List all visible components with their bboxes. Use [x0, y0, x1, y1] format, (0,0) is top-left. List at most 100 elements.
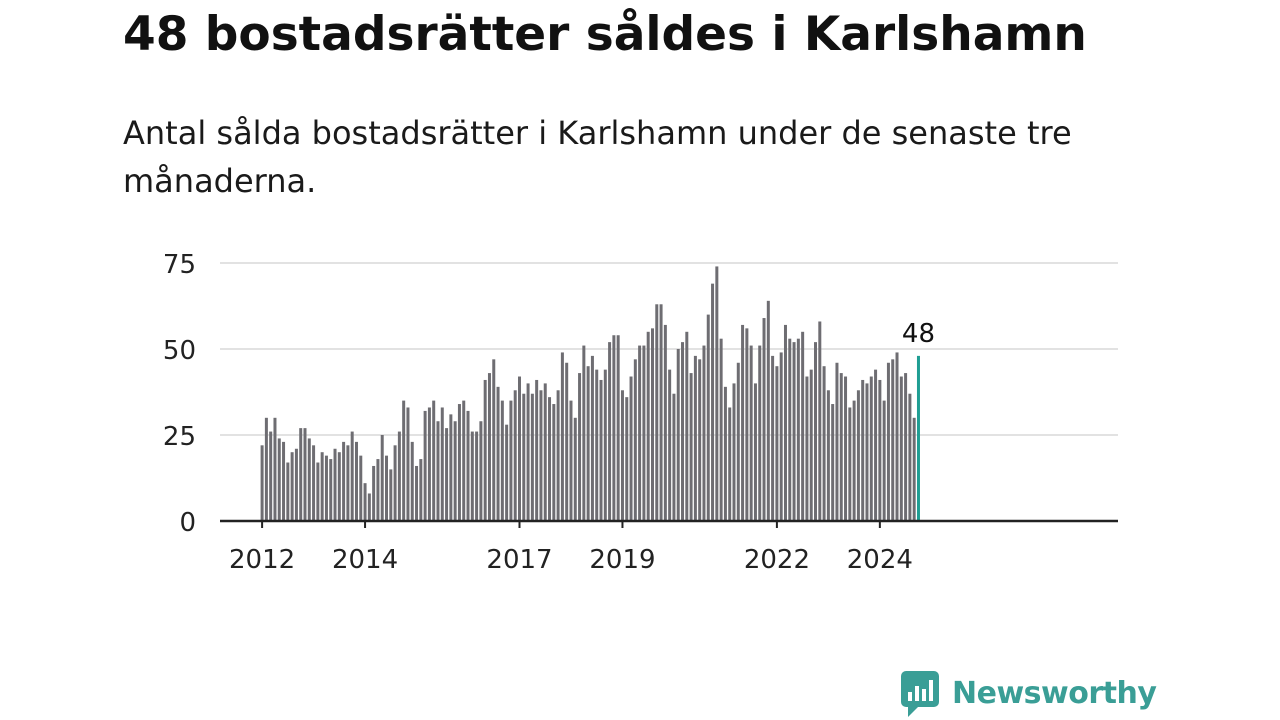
- bar: [552, 404, 556, 521]
- bar: [633, 359, 637, 521]
- bar: [415, 465, 419, 521]
- bar: [668, 369, 672, 521]
- bar: [526, 383, 530, 521]
- bar: [470, 431, 474, 521]
- bar: [745, 328, 749, 521]
- bar: [350, 431, 354, 521]
- bar: [582, 345, 586, 521]
- bar: [578, 373, 582, 521]
- bar: [462, 400, 466, 521]
- bar: [556, 390, 560, 521]
- bar: [706, 314, 710, 521]
- bar: [436, 421, 440, 521]
- bar: [518, 376, 521, 521]
- bar: [466, 410, 470, 521]
- bar: [324, 455, 328, 521]
- bar: [548, 397, 552, 521]
- bar: [329, 459, 333, 521]
- bar: [419, 459, 423, 521]
- bar: [427, 407, 431, 521]
- bar: [685, 331, 689, 521]
- bar: [380, 435, 384, 521]
- bar: [337, 452, 341, 521]
- bar: [432, 400, 436, 521]
- bar: [861, 379, 865, 521]
- bar: [642, 345, 646, 521]
- x-tick-label: 2017: [486, 545, 552, 575]
- bar: [736, 362, 740, 521]
- y-tick-label: 0: [179, 508, 196, 538]
- bar: [904, 373, 908, 521]
- bar: [792, 342, 796, 521]
- bar: [882, 400, 886, 521]
- x-tick-label: 2022: [744, 545, 810, 575]
- bar: [749, 345, 753, 521]
- newsworthy-chart-bubble-icon: [901, 671, 939, 717]
- bar: [650, 328, 654, 521]
- bar: [796, 338, 800, 521]
- x-tick-label: 2014: [332, 545, 398, 575]
- x-tick-label: 2024: [847, 545, 913, 575]
- bar: [891, 359, 895, 521]
- bar: [831, 404, 835, 521]
- bar: [899, 376, 903, 521]
- bar: [299, 428, 303, 521]
- bar: [312, 445, 316, 521]
- bar: [535, 379, 539, 521]
- bar: [646, 331, 650, 521]
- bar: [715, 266, 719, 521]
- bar: [620, 390, 624, 521]
- bar: [663, 324, 667, 521]
- bar: [895, 352, 899, 521]
- bar: [402, 400, 406, 521]
- bar: [333, 448, 337, 521]
- bar: [612, 335, 616, 521]
- bar: [659, 304, 663, 521]
- bar: [393, 445, 397, 521]
- bar: [869, 376, 873, 521]
- bar: [672, 393, 676, 521]
- bar: [590, 355, 594, 521]
- bar: [856, 390, 860, 521]
- bar: [809, 369, 813, 521]
- bar: [539, 390, 543, 521]
- bar: [410, 441, 414, 521]
- bar: [681, 342, 685, 521]
- bar: [788, 338, 792, 521]
- bar: [372, 465, 376, 521]
- bar: [638, 345, 642, 521]
- bar: [762, 318, 766, 521]
- brand-name: Newsworthy: [952, 675, 1157, 711]
- bar: [445, 428, 449, 521]
- bar: [273, 417, 277, 521]
- bar: [363, 483, 367, 521]
- bar: [522, 393, 526, 521]
- bar: [376, 459, 380, 521]
- bar: [385, 455, 389, 521]
- bar: [397, 431, 401, 521]
- bar: [483, 379, 487, 521]
- bar: [316, 462, 320, 521]
- bar: [818, 321, 822, 521]
- bar: [852, 400, 856, 521]
- bar: [689, 373, 693, 521]
- bar: [655, 304, 659, 521]
- bar: [260, 445, 264, 521]
- bar: [354, 441, 358, 521]
- bar: [282, 441, 286, 521]
- bar-latest: [916, 355, 920, 521]
- bar: [286, 462, 290, 521]
- bar: [505, 424, 509, 521]
- bar: [586, 366, 590, 521]
- chart-title: 48 bostadsrätter såldes i Karlshamn: [123, 7, 1087, 62]
- bar: [457, 404, 461, 521]
- bar: [599, 379, 603, 521]
- bar: [758, 345, 762, 521]
- bar: [406, 407, 410, 521]
- bar: [294, 448, 298, 521]
- bar: [560, 352, 564, 521]
- bar: [723, 386, 727, 521]
- bar: [702, 345, 706, 521]
- bar: [865, 383, 869, 521]
- bar: [625, 397, 629, 521]
